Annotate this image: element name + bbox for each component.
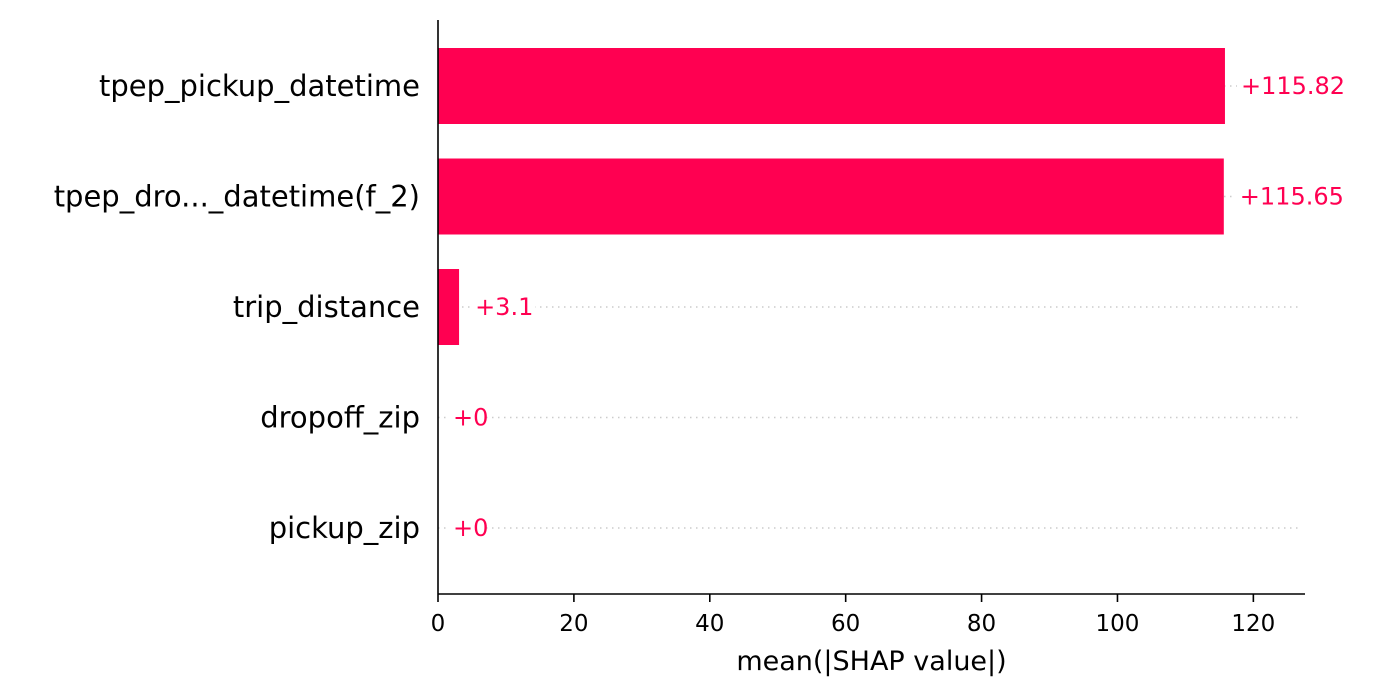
feature-label: dropoff_zip (260, 401, 420, 435)
axes: 0 20 40 60 80 100 120 (431, 20, 1305, 637)
value-label: +115.82 (1241, 72, 1345, 100)
x-tick-label: 120 (1231, 611, 1275, 637)
value-label: +3.1 (475, 293, 533, 321)
x-tick-label: 40 (695, 611, 724, 637)
value-label-bg (449, 401, 484, 430)
value-label-bg (1236, 70, 1345, 98)
x-tick-label: 0 (431, 611, 446, 637)
labels: tpep_pickup_datetime +115.82 tpep_dro..._d… (54, 69, 1345, 545)
x-tick-label: 80 (967, 611, 996, 637)
feature-label: tpep_pickup_datetime (99, 69, 420, 103)
feature-label: trip_distance (233, 290, 420, 324)
bar (438, 48, 1225, 124)
feature-label: tpep_dro..._datetime(f_2) (54, 180, 420, 214)
x-axis-title: mean(|SHAP value|) (736, 646, 1006, 677)
value-label-bg (449, 512, 484, 540)
bar (438, 269, 460, 345)
value-label: +0 (453, 514, 488, 542)
feature-label: pickup_zip (269, 511, 420, 545)
bars (438, 48, 1225, 345)
value-label-bg (471, 291, 536, 319)
value-label: +115.65 (1240, 183, 1344, 211)
guide-lines (438, 85, 1301, 529)
x-tick-label: 20 (559, 611, 588, 637)
bar (438, 158, 1224, 235)
x-tick-label: 100 (1096, 611, 1140, 637)
value-label-bg (1235, 180, 1344, 209)
x-tick-label: 60 (831, 611, 860, 637)
value-label: +0 (453, 404, 488, 432)
